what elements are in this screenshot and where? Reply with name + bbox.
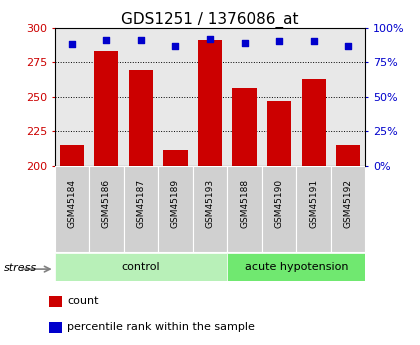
- Text: stress: stress: [4, 264, 37, 273]
- Text: GSM45193: GSM45193: [205, 179, 215, 228]
- Point: [68, 41, 75, 47]
- Text: GSM45186: GSM45186: [102, 179, 111, 228]
- Text: GSM45190: GSM45190: [275, 179, 284, 228]
- Bar: [227, 166, 262, 252]
- Bar: [60, 145, 84, 345]
- Point: [241, 40, 248, 46]
- Text: percentile rank within the sample: percentile rank within the sample: [67, 322, 255, 332]
- Bar: [262, 166, 297, 252]
- Bar: [55, 253, 227, 281]
- Bar: [198, 40, 222, 345]
- Text: count: count: [67, 296, 99, 306]
- Text: acute hypotension: acute hypotension: [244, 262, 348, 272]
- Text: GSM45184: GSM45184: [67, 179, 76, 228]
- Text: GSM45191: GSM45191: [309, 179, 318, 228]
- Bar: [89, 166, 123, 252]
- Bar: [55, 166, 89, 252]
- Point: [103, 37, 110, 43]
- Bar: [267, 101, 291, 345]
- Bar: [163, 150, 188, 345]
- Bar: [331, 166, 365, 252]
- Bar: [158, 166, 193, 252]
- Point: [172, 43, 179, 48]
- Point: [276, 39, 282, 44]
- Point: [138, 37, 144, 43]
- Bar: [336, 145, 360, 345]
- Bar: [94, 51, 118, 345]
- Bar: [129, 70, 153, 345]
- Text: GSM45192: GSM45192: [344, 179, 353, 228]
- Bar: [193, 166, 227, 252]
- Bar: [232, 88, 257, 345]
- Text: GSM45188: GSM45188: [240, 179, 249, 228]
- Text: GDS1251 / 1376086_at: GDS1251 / 1376086_at: [121, 12, 299, 28]
- Bar: [297, 166, 331, 252]
- Text: GSM45189: GSM45189: [171, 179, 180, 228]
- Point: [345, 43, 352, 48]
- Text: GSM45187: GSM45187: [136, 179, 145, 228]
- Point: [310, 39, 317, 44]
- Bar: [302, 79, 326, 345]
- Bar: [49, 296, 62, 307]
- Text: control: control: [122, 262, 160, 272]
- Bar: [49, 322, 62, 333]
- Bar: [227, 253, 365, 281]
- Point: [207, 36, 213, 41]
- Bar: [123, 166, 158, 252]
